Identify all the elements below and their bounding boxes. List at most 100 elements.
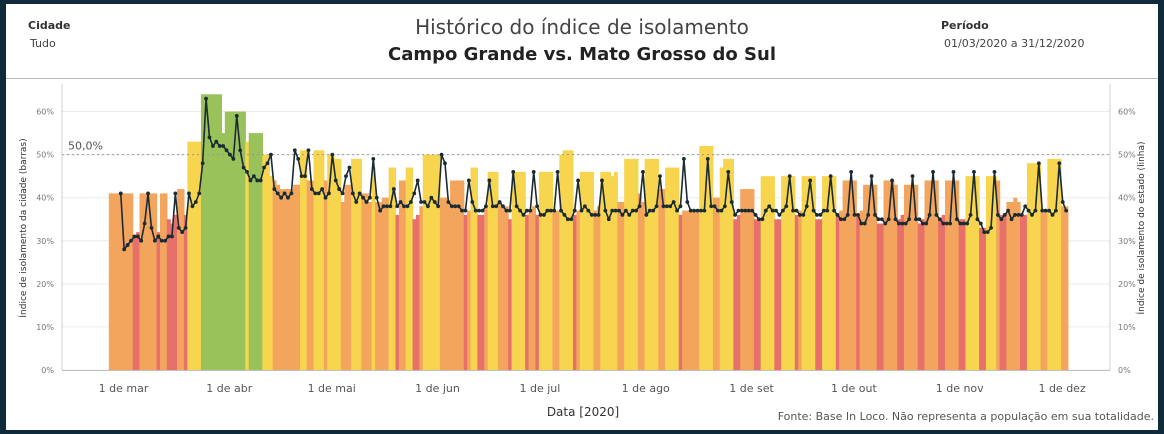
city-bar xyxy=(777,219,782,370)
city-bar xyxy=(849,180,854,370)
state-line-point xyxy=(681,157,686,161)
state-line-point xyxy=(958,221,963,226)
city-bar xyxy=(808,176,813,370)
city-bar xyxy=(562,150,567,370)
state-line-point xyxy=(593,213,598,217)
state-line-point xyxy=(1043,208,1048,213)
state-line-point xyxy=(364,200,369,204)
state-line-point xyxy=(784,204,789,209)
city-bar xyxy=(501,206,506,370)
state-line-point xyxy=(490,204,495,209)
state-line-point xyxy=(152,238,157,243)
y-tick-label-left: 10% xyxy=(36,323,54,332)
city-bar xyxy=(863,184,868,370)
city-bar xyxy=(671,167,676,370)
city-bar xyxy=(316,150,321,370)
x-axis-label: Data [2020] xyxy=(547,405,619,419)
city-bar xyxy=(395,214,400,370)
dashboard-frame: Cidade Tudo Período 01/03/2020 a 31/12/2… xyxy=(6,4,1158,430)
state-line-point xyxy=(507,208,512,213)
city-bar xyxy=(436,154,441,370)
state-line-point xyxy=(757,217,761,222)
state-line-point xyxy=(129,238,133,243)
state-line-point xyxy=(821,208,826,213)
state-line-point xyxy=(262,165,266,170)
state-line-point xyxy=(917,217,922,222)
city-bar xyxy=(880,223,885,370)
city-bar xyxy=(187,141,192,370)
x-tick-label: 1 de dez xyxy=(1038,382,1085,395)
city-bar xyxy=(238,111,243,370)
y-tick-label-left: 40% xyxy=(36,194,54,203)
state-line-point xyxy=(1030,213,1034,217)
city-bar xyxy=(248,133,253,370)
city-bar xyxy=(869,184,874,370)
state-line-point xyxy=(637,204,642,209)
state-line-point xyxy=(709,204,714,209)
city-bar xyxy=(846,180,851,370)
city-bar xyxy=(190,141,195,370)
state-line-point xyxy=(548,208,553,213)
state-line-point xyxy=(1009,217,1014,222)
state-line-point xyxy=(388,204,393,209)
state-line-point xyxy=(340,191,345,196)
city-bar xyxy=(750,189,755,370)
city-bar xyxy=(723,158,728,370)
city-bar xyxy=(798,210,803,370)
city-bar xyxy=(381,197,386,370)
city-bar xyxy=(685,210,690,370)
state-line-point xyxy=(415,178,420,183)
city-bar xyxy=(760,176,765,370)
state-line-point xyxy=(187,191,191,196)
city-bar xyxy=(630,158,635,370)
city-filter-value[interactable]: Tudo xyxy=(30,37,56,50)
state-line-point xyxy=(1002,213,1007,217)
state-line-point xyxy=(804,204,809,209)
state-line-point xyxy=(978,221,983,226)
city-bar xyxy=(590,171,595,370)
city-bar xyxy=(921,219,926,370)
state-line-point xyxy=(350,191,355,196)
city-bar xyxy=(351,158,356,370)
state-line-point xyxy=(661,204,666,209)
state-line-point xyxy=(937,217,942,222)
state-line-point xyxy=(367,195,372,200)
state-line-point xyxy=(596,213,601,217)
state-line-point xyxy=(787,174,792,179)
state-line-point xyxy=(961,221,966,226)
city-bar xyxy=(726,158,731,370)
state-line-point xyxy=(671,200,676,204)
city-bar xyxy=(873,184,878,370)
state-line-point xyxy=(118,191,123,196)
city-bar xyxy=(787,176,792,370)
state-line-point xyxy=(801,213,806,217)
city-bar xyxy=(637,193,642,370)
city-bar xyxy=(545,171,550,370)
state-line-point xyxy=(552,208,557,213)
state-line-point xyxy=(835,213,840,217)
city-bar xyxy=(828,176,833,370)
city-bar xyxy=(859,210,864,370)
state-line-point xyxy=(480,208,485,213)
city-bar xyxy=(310,180,315,370)
city-bar xyxy=(299,150,304,370)
state-line-point xyxy=(1047,208,1051,213)
city-bar xyxy=(433,154,438,370)
period-filter-value[interactable]: 01/03/2020 a 31/12/2020 xyxy=(944,37,1085,50)
chart-title: Histórico do índice de isolamento xyxy=(415,15,749,39)
city-bar xyxy=(699,146,704,370)
city-bar xyxy=(944,180,949,370)
state-line-point xyxy=(193,200,198,204)
state-line-point xyxy=(838,217,843,222)
state-line xyxy=(118,96,1069,252)
y-axis-label-left: Índice de isolamento da cidade (barras) xyxy=(17,138,29,317)
city-bar xyxy=(279,189,284,370)
state-line-point xyxy=(432,200,437,204)
city-bar xyxy=(313,150,318,370)
state-line-point xyxy=(463,208,468,213)
city-bar xyxy=(378,202,383,370)
state-line-point xyxy=(265,161,270,166)
state-line-point xyxy=(125,243,130,247)
state-line-point xyxy=(702,208,707,213)
city-bar xyxy=(518,171,523,370)
